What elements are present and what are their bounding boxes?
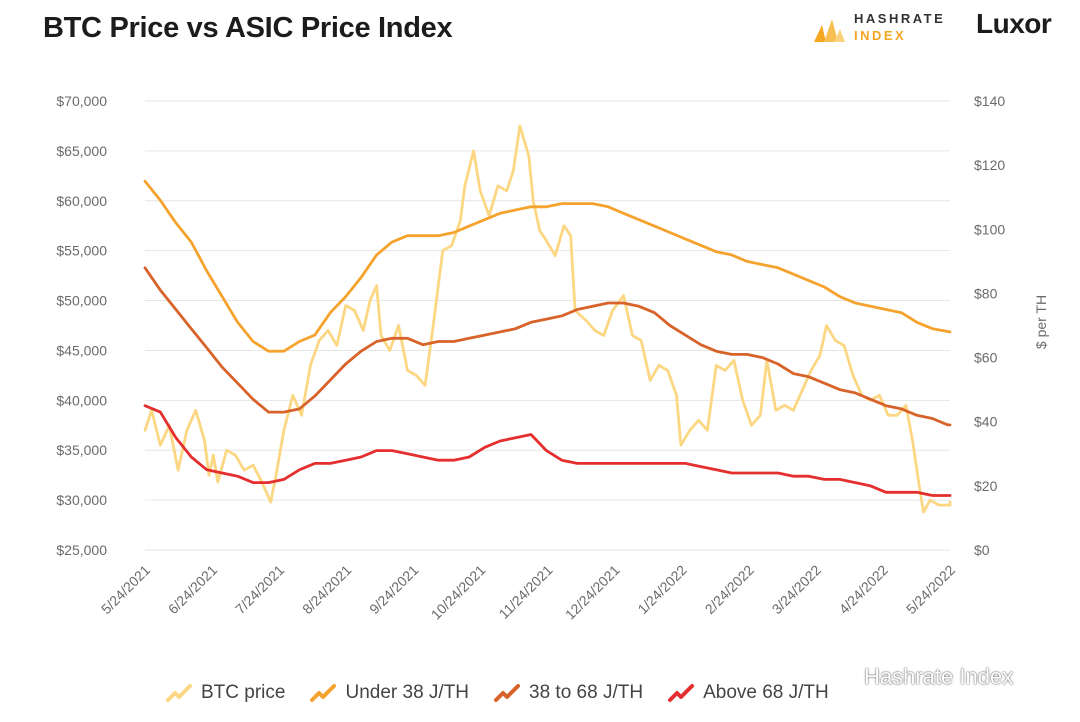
x-tick-label: 10/24/2021 [428, 562, 489, 623]
series-line-under-38-j-th [143, 179, 952, 353]
y-left-tick-label: $40,000 [56, 392, 107, 408]
x-tick-label: 1/24/2022 [634, 562, 690, 618]
legend-swatch [494, 684, 521, 702]
legend-swatch [310, 684, 337, 702]
y-right-tick-label: $140 [974, 93, 1005, 109]
x-tick-label: 3/24/2022 [769, 562, 825, 618]
legend-label: Under 38 J/TH [345, 682, 470, 703]
y-left-tick-label: $65,000 [56, 143, 107, 159]
x-tick-label: 4/24/2022 [836, 562, 892, 618]
hashrate-index-logo: HASHRATE INDEX [812, 9, 943, 47]
legend-label: BTC price [201, 682, 286, 703]
chat-bubble-icon [829, 667, 856, 687]
legend-item-btc-price: BTC price [165, 682, 285, 704]
legend-item-under-38-j-th: Under 38 J/TH [309, 682, 469, 704]
y-left-tick-label: $25,000 [56, 542, 107, 558]
chart-legend: BTC price Under 38 J/TH 38 to 68 J/TH Above… [165, 678, 829, 708]
x-tick-label: 7/24/2021 [232, 562, 288, 618]
y-right-tick-label: $60 [974, 350, 998, 366]
x-tick-label: 12/24/2021 [562, 562, 623, 623]
watermark: Hashrate Index [828, 664, 1013, 690]
x-tick-label: 2/24/2022 [702, 562, 758, 618]
y-right-axis-label: $ per TH [1033, 295, 1049, 349]
watermark-text: Hashrate Index [864, 664, 1014, 689]
chart-title: BTC Price vs ASIC Price Index [43, 12, 453, 44]
x-tick-label: 11/24/2021 [495, 562, 555, 622]
y-left-tick-label: $70,000 [56, 93, 107, 109]
logo-text-hashrate: HASHRATE [854, 11, 946, 26]
legend-label: Above 68 J/TH [703, 682, 829, 703]
y-right-tick-label: $100 [974, 221, 1005, 237]
y-left-tick-label: $50,000 [56, 293, 107, 309]
y-left-tick-label: $35,000 [56, 442, 107, 458]
y-right-tick-label: $120 [974, 157, 1005, 173]
y-right-tick-label: $40 [974, 414, 998, 430]
y-left-tick-label: $45,000 [56, 342, 107, 358]
y-right-tick-label: $80 [974, 285, 998, 301]
legend-label: 38 to 68 J/TH [529, 682, 644, 703]
luxor-logo: Luxor [976, 8, 1052, 39]
y-right-tick-label: $0 [974, 542, 990, 558]
legend-item-above-68-j-th: Above 68 J/TH [667, 682, 829, 704]
line-chart: $25,000 $30,000 $35,000 $40,000 $45,000 $50,0… [56, 93, 1049, 623]
x-tick-label: 5/24/2021 [98, 562, 154, 618]
hashrate-index-logo-icon [814, 19, 845, 42]
legend-swatch [166, 684, 192, 702]
y-right-tick-label: $20 [974, 478, 998, 494]
y-left-tick-label: $60,000 [56, 193, 107, 209]
series-line-btc-price [143, 124, 952, 514]
logo-text-index: INDEX [854, 28, 907, 43]
y-left-tick-label: $55,000 [56, 243, 107, 259]
series-line-38-to-68-j-th [143, 266, 952, 427]
y-left-tick-label: $30,000 [56, 492, 107, 508]
series-line-above-68-j-th [143, 404, 952, 497]
x-tick-label: 6/24/2021 [165, 562, 221, 618]
x-tick-label: 8/24/2021 [299, 562, 355, 618]
legend-item-38-to-68-j-th: 38 to 68 J/TH [493, 682, 643, 704]
x-tick-label: 5/24/2022 [903, 562, 959, 618]
legend-swatch [668, 684, 695, 702]
x-tick-label: 9/24/2021 [366, 562, 422, 618]
